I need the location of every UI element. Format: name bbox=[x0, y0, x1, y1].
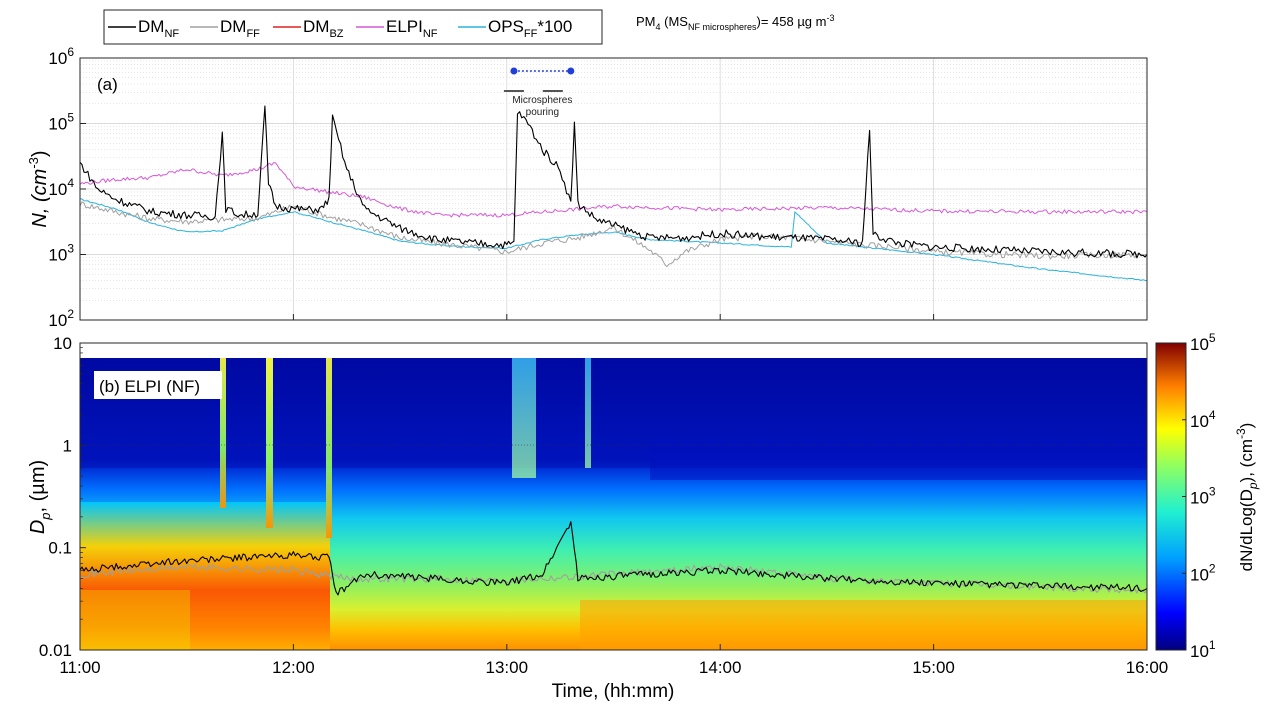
panel-b-lines bbox=[80, 521, 1147, 596]
panel-a-ytick-label: 103 bbox=[48, 242, 74, 265]
legend-label: OPSFF*100 bbox=[488, 17, 572, 40]
heatmap-spike-1 bbox=[220, 358, 226, 508]
series-line-dm-nf bbox=[80, 105, 1147, 259]
panel-b-ytick-label: 0.1 bbox=[48, 539, 72, 558]
panel-b-ytick-label: 10 bbox=[53, 334, 72, 353]
x-axis-label: Time, (hh:mm) bbox=[552, 681, 675, 702]
panel-b-label-box bbox=[94, 371, 222, 399]
series-line-elpi-nf bbox=[80, 162, 1147, 218]
panel-a-ytick-label: 105 bbox=[48, 111, 74, 134]
panel-a-label: (a) bbox=[97, 75, 118, 94]
panel-a-ticks: 102 103 104 105 106 bbox=[48, 45, 1148, 330]
legend-item: ELPINF bbox=[356, 17, 438, 40]
colorbar: 101 102 103 104 105 dN/dLog(Dp), (cm-3) bbox=[1155, 331, 1260, 661]
panel-b-line-dm-nf bbox=[80, 521, 1147, 596]
colorbar-tick-label: 103 bbox=[1190, 485, 1216, 508]
legend-item: DMNF bbox=[108, 17, 179, 40]
panel-b-xtick-label: 11:00 bbox=[59, 658, 100, 677]
panel-a-ylabel: N, (cm-3) bbox=[26, 150, 51, 227]
legend: DMNF DMFF DMBZ ELPINF OPSFF*100 bbox=[103, 9, 603, 45]
colorbar-label: dN/dLog(Dp), (cm-3) bbox=[1234, 423, 1260, 572]
legend-label: DMNF bbox=[138, 17, 179, 40]
colorbar-tick-label: 102 bbox=[1190, 561, 1216, 584]
panel-a-lines bbox=[80, 105, 1147, 282]
colorbar-tick-label: 101 bbox=[1190, 638, 1216, 661]
heatmap-early-green bbox=[80, 590, 190, 650]
panel-b-ticks: 0.01 0.1 1 10 11:00 12:00 13:00 14:00 15:00 16:00 bbox=[39, 334, 1168, 677]
heatmap-spike-3 bbox=[326, 358, 332, 538]
panel-b: 0.01 0.1 1 10 11:00 12:00 13:00 14:00 15:00 16:00… bbox=[27, 334, 1168, 702]
heatmap-hot-region bbox=[80, 502, 330, 650]
panel-b-ylabel: Dp, (µm) bbox=[27, 460, 53, 534]
panel-b-xtick-label: 15:00 bbox=[912, 658, 955, 677]
colorbar-ticks: 101 102 103 104 105 bbox=[1182, 331, 1216, 661]
annotation-start-marker bbox=[510, 67, 518, 75]
legend-label: DMBZ bbox=[303, 17, 344, 40]
panel-b-xtick-label: 16:00 bbox=[1126, 658, 1169, 677]
heatmap-late-dark bbox=[650, 440, 1147, 480]
annotation-text: Microspheres bbox=[512, 95, 572, 106]
legend-item: OPSFF*100 bbox=[458, 17, 572, 40]
heatmap-spike-2 bbox=[266, 358, 273, 528]
legend-item: DMFF bbox=[190, 17, 260, 40]
annotation-end-marker bbox=[567, 67, 575, 75]
heatmap bbox=[80, 358, 1147, 650]
legend-label: DMFF bbox=[220, 17, 260, 40]
colorbar-tick-label: 105 bbox=[1190, 331, 1216, 354]
heatmap-spike-4 bbox=[512, 358, 536, 478]
annotation-text: pouring bbox=[526, 107, 559, 118]
panel-b-xtick-label: 14:00 bbox=[699, 658, 742, 677]
colorbar-tick-label: 104 bbox=[1190, 408, 1216, 431]
legend-box bbox=[103, 9, 603, 45]
legend-item: DMBZ bbox=[273, 17, 344, 40]
panel-b-ytick-label: 0.01 bbox=[39, 641, 72, 660]
panel-b-xtick-label: 13:00 bbox=[486, 658, 529, 677]
heatmap-late-bottom bbox=[580, 600, 1147, 650]
panel-a-ytick-label: 102 bbox=[48, 307, 74, 330]
panel-a-ytick-label: 106 bbox=[48, 45, 74, 68]
heatmap-spike-5 bbox=[585, 358, 591, 468]
panel-b-ytick-label: 1 bbox=[63, 436, 72, 455]
pm4-note: PM4 (MSNF microspheres)= 458 µg m-3 bbox=[636, 13, 835, 32]
panel-a-ytick-label: 104 bbox=[48, 176, 74, 199]
legend-label: ELPINF bbox=[386, 17, 438, 40]
panel-b-xtick-label: 12:00 bbox=[272, 658, 315, 677]
panel-b-label: (b) ELPI (NF) bbox=[99, 377, 200, 396]
